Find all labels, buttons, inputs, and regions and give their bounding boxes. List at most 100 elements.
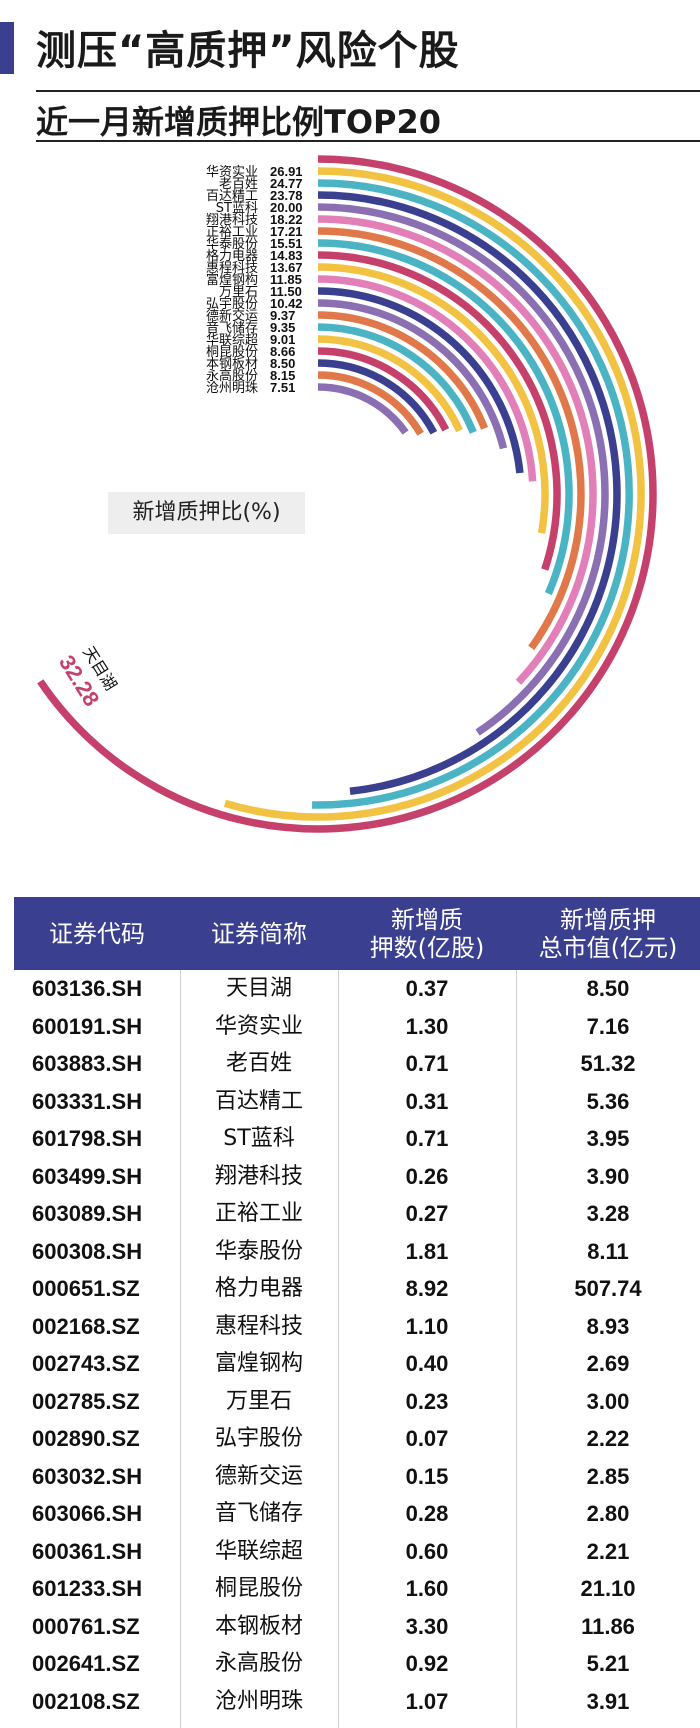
cell-name: 弘宇股份 [214, 1426, 303, 1451]
bar-category-label: 音飞储存 [206, 320, 258, 336]
bar-category-label: 弘宇股份 [206, 297, 258, 312]
subtitle-divider-top [36, 90, 700, 92]
radial-bar-12 [317, 299, 508, 450]
bar-value-label: 23.78 [270, 188, 303, 203]
cell-name: 翔港科技 [214, 1163, 303, 1189]
cell-name: 德新交运 [214, 1463, 303, 1489]
radial-bar-5 [317, 215, 597, 685]
cell-name: 音飞储存 [214, 1501, 303, 1526]
bar-value-label: 8.66 [270, 344, 295, 359]
cell-shares: 0.37 [405, 976, 449, 1001]
radial-bar-8 [317, 251, 561, 571]
cell-shares: 0.60 [405, 1538, 449, 1564]
column-divider [338, 970, 339, 1728]
cell-value: 5.21 [586, 1651, 630, 1676]
pledge-table: 证券代码 证券简称 新增质 押数(亿股) 新增质押 总市值(亿元) 603136.S… [14, 897, 700, 1720]
cell-code: 600361.SH [32, 1538, 143, 1564]
cell-name: 万里石 [225, 1388, 292, 1414]
table-row: 600361.SH 华联综超 0.60 2.21 [14, 1533, 700, 1571]
bar-category-label: 翔港科技 [206, 213, 258, 228]
cell-shares: 0.23 [405, 1388, 449, 1414]
cell-shares: 1.81 [405, 1238, 449, 1264]
cell-value: 5.36 [586, 1088, 630, 1114]
bar-category-label: 华资实业 [206, 165, 258, 180]
bar-category-label: 百达精工 [206, 189, 258, 204]
radial-bar-18 [317, 371, 424, 436]
bar-category-label: 格力电器 [206, 248, 258, 264]
cell-name: ST蓝科 [223, 1126, 295, 1151]
bar-category-label: 正裕工业 [206, 225, 258, 240]
table-row: 002168.SZ 惠程科技 1.10 8.93 [14, 1308, 700, 1346]
cell-name: 富煌钢构 [214, 1351, 303, 1376]
table-row: 002641.SZ 永高股份 0.92 5.21 [14, 1645, 700, 1683]
cell-shares: 1.07 [405, 1688, 449, 1714]
table-row: 603499.SH 翔港科技 0.26 3.90 [14, 1158, 700, 1196]
cell-code: 002785.SZ [32, 1388, 140, 1414]
bar-value-label: 14.83 [270, 248, 303, 263]
cell-shares: 1.30 [405, 1013, 449, 1039]
bar-value-label: 7.51 [270, 380, 295, 395]
cell-shares: 3.30 [405, 1613, 449, 1639]
cell-code: 603499.SH [32, 1163, 143, 1189]
bar-category-label: 华联综超 [206, 333, 258, 348]
table-row: 603066.SH 音飞储存 0.28 2.80 [14, 1495, 700, 1533]
bar-value-label: 8.50 [270, 356, 295, 371]
cell-value: 3.90 [586, 1163, 630, 1189]
cell-code: 002641.SZ [32, 1651, 140, 1676]
page-header: 测压“高质押”风险个股 [0, 0, 700, 86]
radial-bar-15 [317, 335, 463, 433]
radial-bar-19 [317, 383, 409, 435]
radial-bar-9 [317, 263, 549, 534]
bar-value-label: 11.50 [270, 284, 302, 299]
bar-category-label: 桐昆股份 [206, 345, 258, 360]
radial-bar-0 [37, 155, 657, 833]
cell-value: 8.50 [586, 976, 630, 1001]
cell-name: 天目湖 [225, 976, 292, 1001]
cell-name: 本钢板材 [214, 1613, 303, 1639]
bar-value-label: 18.22 [270, 212, 303, 227]
header-accent-bar [0, 22, 14, 74]
cell-shares: 0.27 [405, 1201, 449, 1226]
cell-code: 603136.SH [32, 976, 143, 1001]
radial-bar-2 [311, 179, 633, 809]
radial-bar-13 [317, 311, 489, 430]
cell-code: 603883.SH [32, 1051, 143, 1076]
cell-shares: 0.28 [405, 1501, 449, 1526]
cell-code: 603032.SH [32, 1463, 143, 1489]
bar-value-label: 26.91 [270, 164, 303, 179]
cell-value: 8.93 [586, 1313, 630, 1339]
cell-code: 000651.SZ [32, 1276, 140, 1301]
bar-value-label: 17.21 [270, 224, 303, 239]
table-row: 002743.SZ 富煌钢构 0.40 2.69 [14, 1345, 700, 1383]
cell-value: 2.22 [586, 1426, 630, 1451]
cell-code: 603066.SH [32, 1501, 143, 1526]
bar-category-label: 惠程科技 [206, 261, 258, 276]
radial-bar-17 [317, 359, 438, 435]
cell-value: 507.74 [574, 1276, 642, 1301]
cell-shares: 1.60 [405, 1576, 449, 1601]
cell-name: 老百姓 [225, 1051, 292, 1076]
table-body: 603136.SH 天目湖 0.37 8.50 600191.SH 华资实业 1.30 7.1… [14, 970, 700, 1720]
bar-category-label: 德新交运 [206, 308, 258, 324]
cell-name: 格力电器 [214, 1276, 303, 1301]
bar-category-label: 沧州明珠 [206, 380, 258, 396]
radial-bar-14 [317, 323, 477, 434]
bar-value-label: 9.35 [270, 320, 295, 335]
cell-code: 601798.SH [32, 1126, 143, 1151]
bar-category-label: 本钢板材 [206, 357, 258, 372]
bar-value-label: 15.51 [270, 236, 303, 251]
radial-bar-16 [317, 347, 450, 432]
cell-code: 002890.SZ [32, 1426, 140, 1451]
cell-name: 华泰股份 [214, 1238, 303, 1264]
bar-value-label: 10.42 [270, 296, 303, 311]
cell-code: 603089.SH [32, 1201, 143, 1226]
cell-code: 603331.SH [32, 1088, 143, 1114]
cell-code: 002168.SZ [32, 1313, 140, 1339]
cell-value: 51.32 [580, 1051, 636, 1076]
cell-name: 百达精工 [214, 1088, 303, 1114]
cell-name: 华联综超 [214, 1538, 303, 1564]
bar-value-label: 13.67 [270, 260, 303, 275]
cell-shares: 0.07 [405, 1426, 449, 1451]
radial-bar-10 [317, 275, 537, 482]
